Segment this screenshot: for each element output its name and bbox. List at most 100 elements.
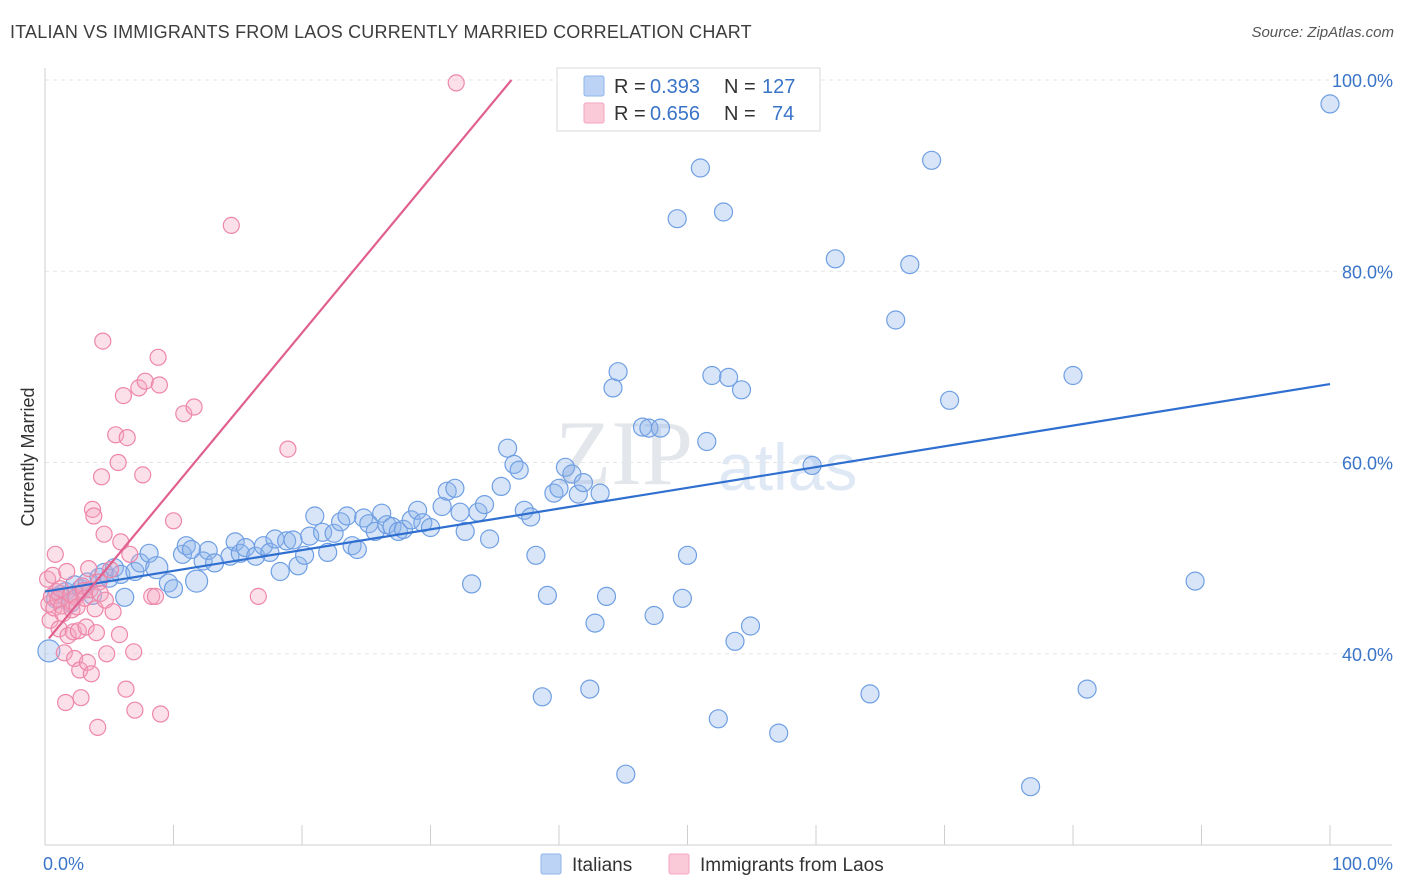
point-italians-42 (305, 506, 325, 526)
point-italians-74 (509, 460, 529, 480)
point-laos-62 (143, 587, 161, 606)
stats-n-label-italians: N = (724, 76, 756, 98)
point-italians-20 (163, 579, 184, 599)
point-italians-105 (718, 367, 739, 387)
point-laos-65 (150, 376, 168, 394)
point-laos-67 (164, 512, 183, 530)
point-italians-95 (644, 605, 664, 626)
trend-line-italians (44, 383, 1331, 593)
point-laos-14 (56, 693, 75, 712)
point-laos-69 (185, 398, 203, 416)
point-laos-35 (83, 500, 102, 518)
stats-r-value-italians: 0.393 (650, 76, 700, 98)
point-italians-47 (337, 506, 357, 526)
point-laos-55 (118, 429, 136, 447)
point-italians-44 (318, 542, 338, 563)
point-italians-97 (667, 209, 687, 229)
point-italians-29 (225, 532, 245, 552)
point-italians-37 (277, 531, 297, 551)
point-italians-102 (702, 365, 722, 386)
point-laos-38 (87, 624, 106, 642)
point-laos-63 (146, 587, 165, 606)
point-italians-86 (580, 679, 600, 699)
point-italians-118 (1063, 365, 1083, 386)
point-italians-17 (139, 543, 159, 563)
point-italians-69 (474, 495, 495, 515)
point-italians-63 (437, 481, 457, 501)
point-italians-85 (573, 473, 594, 493)
point-laos-73 (447, 74, 465, 92)
point-laos-48 (104, 603, 122, 621)
stats-r-value-laos: 0.656 (650, 103, 700, 125)
point-laos-68 (175, 405, 193, 423)
point-laos-59 (130, 379, 148, 397)
point-italians-76 (521, 507, 541, 527)
point-laos-57 (125, 643, 143, 661)
grid-lines (45, 79, 1392, 655)
x-tick-label-min: 0.0% (43, 854, 84, 874)
point-italians-99 (677, 545, 698, 565)
point-italians-24 (185, 569, 209, 593)
point-italians-81 (549, 478, 569, 498)
chart-title: ITALIAN VS IMMIGRANTS FROM LAOS CURRENTL… (10, 22, 752, 42)
y-tick-label-60: 60.0% (1342, 454, 1393, 474)
stats-n-label-laos: N = (724, 103, 756, 125)
legend-label-laos: Immigrants from Laos (700, 855, 884, 876)
point-laos-72 (279, 440, 297, 458)
y-tick-label-80: 80.0% (1342, 262, 1393, 282)
point-italians-108 (740, 616, 761, 636)
point-italians-101 (697, 431, 717, 452)
point-italians-116 (939, 390, 960, 410)
point-italians-78 (532, 687, 552, 707)
point-italians-117 (1020, 777, 1041, 797)
point-italians-67 (462, 574, 482, 594)
stats-n-value-italians: 127 (762, 76, 795, 98)
point-laos-6 (46, 545, 64, 563)
point-italians-39 (288, 556, 308, 576)
point-laos-20 (64, 623, 82, 641)
point-italians-119 (1077, 679, 1097, 699)
point-italians-98 (672, 588, 693, 608)
legend-swatch-italians (540, 853, 562, 875)
point-italians-91 (608, 362, 628, 382)
point-italians-94 (639, 418, 659, 438)
stats-n-value-laos: 74 (772, 103, 794, 125)
point-italians-65 (450, 502, 470, 522)
point-italians-100 (690, 158, 711, 178)
point-italians-115 (921, 150, 942, 170)
point-laos-26 (72, 689, 90, 707)
x-tick-marks (44, 825, 1331, 845)
point-laos-47 (101, 560, 120, 579)
point-laos-43 (94, 332, 112, 350)
point-laos-51 (110, 625, 129, 644)
point-laos-56 (121, 545, 139, 563)
point-italians-106 (725, 631, 745, 651)
watermark-atlas: atlas (718, 430, 857, 504)
y-tick-label-40: 40.0% (1342, 645, 1393, 665)
point-italians-26 (198, 540, 218, 561)
stats-r-label-laos: R = (614, 103, 646, 125)
point-italians-53 (372, 503, 392, 523)
point-italians-113 (886, 310, 906, 330)
stats-legend: R = 0.393 N = 127 R = 0.656 N = 74 (556, 67, 821, 132)
point-italians-73 (504, 454, 524, 474)
point-italians-22 (176, 536, 196, 556)
point-italians-70 (480, 529, 500, 549)
point-italians-121 (1320, 94, 1340, 114)
point-laos-66 (152, 705, 170, 723)
legend-label-italians: Italians (572, 855, 632, 876)
point-laos-30 (77, 618, 95, 636)
x-tick-label-max: 100.0% (1332, 854, 1393, 874)
point-italians-62 (432, 496, 452, 517)
point-italians-89 (596, 586, 617, 607)
series-legend: Italians Immigrants from Laos (540, 853, 884, 876)
y-tick-labels: 40.0% 60.0% 80.0% 100.0% (1332, 71, 1393, 665)
point-laos-64 (149, 348, 167, 366)
trend-line-laos (48, 79, 513, 640)
y-axis-label: Currently Married (18, 387, 38, 526)
point-italians-103 (708, 709, 728, 729)
y-tick-label-100: 100.0% (1332, 71, 1393, 91)
point-laos-29 (76, 589, 94, 607)
point-italians-77 (526, 545, 546, 565)
point-italians-84 (568, 484, 588, 504)
